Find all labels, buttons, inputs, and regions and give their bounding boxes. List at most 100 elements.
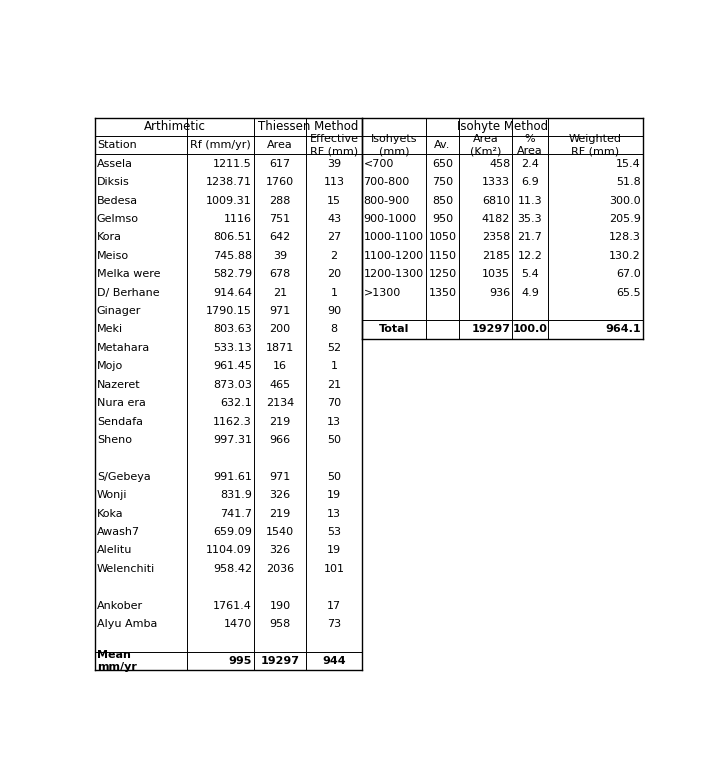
Text: 1211.5: 1211.5 (213, 158, 252, 168)
Text: 1116: 1116 (224, 214, 252, 224)
Text: %
Area: % Area (517, 134, 543, 156)
Text: 1333: 1333 (483, 177, 511, 187)
Text: <700: <700 (364, 158, 394, 168)
Text: 1100-1200: 1100-1200 (364, 250, 424, 261)
Text: 650: 650 (432, 158, 453, 168)
Text: D/ Berhane: D/ Berhane (97, 288, 159, 298)
Text: 67.0: 67.0 (616, 269, 641, 279)
Text: 13: 13 (327, 509, 341, 519)
Text: 751: 751 (270, 214, 290, 224)
Text: 52: 52 (327, 343, 341, 353)
Text: Av.: Av. (435, 140, 451, 151)
Text: 13: 13 (327, 417, 341, 427)
Text: Sheno: Sheno (97, 435, 132, 445)
Text: Mojo: Mojo (97, 361, 123, 371)
Text: 27: 27 (327, 232, 341, 243)
Text: Kora: Kora (97, 232, 122, 243)
Text: 995: 995 (229, 656, 252, 666)
Text: 2.4: 2.4 (521, 158, 539, 168)
Text: 1104.09: 1104.09 (206, 545, 252, 555)
Text: 300.0: 300.0 (609, 196, 641, 205)
Text: Alyu Amba: Alyu Amba (97, 619, 157, 629)
Text: 914.64: 914.64 (213, 288, 252, 298)
Text: 21: 21 (327, 380, 341, 390)
Text: 1540: 1540 (266, 527, 294, 537)
Text: 39: 39 (273, 250, 287, 261)
Text: 70: 70 (327, 398, 341, 408)
Text: 936: 936 (489, 288, 511, 298)
Text: 53: 53 (327, 527, 341, 537)
Text: 19: 19 (327, 490, 341, 500)
Text: Ginager: Ginager (97, 306, 141, 316)
Text: 678: 678 (270, 269, 290, 279)
Text: 831.9: 831.9 (220, 490, 252, 500)
Text: 659.09: 659.09 (213, 527, 252, 537)
Text: Sendafa: Sendafa (97, 417, 143, 427)
Text: 958.42: 958.42 (213, 564, 252, 574)
Text: Assela: Assela (97, 158, 133, 168)
Text: 950: 950 (432, 214, 453, 224)
Text: 964.1: 964.1 (605, 324, 641, 335)
Text: 741.7: 741.7 (220, 509, 252, 519)
Text: 21.7: 21.7 (518, 232, 543, 243)
Text: 533.13: 533.13 (213, 343, 252, 353)
Text: 2185: 2185 (482, 250, 511, 261)
Text: Effective
RF (mm): Effective RF (mm) (310, 134, 358, 156)
Text: Alelitu: Alelitu (97, 545, 132, 555)
Text: 39: 39 (327, 158, 341, 168)
Text: 2134: 2134 (266, 398, 294, 408)
Text: 12.2: 12.2 (518, 250, 543, 261)
Text: 806.51: 806.51 (213, 232, 252, 243)
Text: Arthimetic: Arthimetic (143, 120, 205, 133)
Text: Area
(Km²): Area (Km²) (470, 134, 501, 156)
Text: 326: 326 (270, 490, 290, 500)
Text: Nazeret: Nazeret (97, 380, 141, 390)
Text: Koka: Koka (97, 509, 123, 519)
Text: Ankober: Ankober (97, 601, 143, 611)
Text: 582.79: 582.79 (213, 269, 252, 279)
Text: >1300: >1300 (364, 288, 401, 298)
Text: 73: 73 (327, 619, 341, 629)
Text: 1150: 1150 (429, 250, 457, 261)
Text: 966: 966 (270, 435, 290, 445)
Text: 16: 16 (273, 361, 287, 371)
Text: 1009.31: 1009.31 (206, 196, 252, 205)
Text: Station: Station (97, 140, 137, 151)
Text: 5.4: 5.4 (521, 269, 539, 279)
Text: Meki: Meki (97, 324, 123, 335)
Text: 900-1000: 900-1000 (364, 214, 417, 224)
Text: 700-800: 700-800 (364, 177, 410, 187)
Text: 219: 219 (270, 417, 290, 427)
Text: 4182: 4182 (482, 214, 511, 224)
Text: 617: 617 (270, 158, 290, 168)
Text: 1: 1 (331, 361, 338, 371)
Text: 21: 21 (273, 288, 287, 298)
Text: Bedesa: Bedesa (97, 196, 138, 205)
Text: Welenchiti: Welenchiti (97, 564, 155, 574)
Text: 1: 1 (331, 288, 338, 298)
Text: 850: 850 (432, 196, 453, 205)
Text: S/Gebeya: S/Gebeya (97, 472, 151, 482)
Text: 219: 219 (270, 509, 290, 519)
Text: 991.61: 991.61 (213, 472, 252, 482)
Text: 65.5: 65.5 (616, 288, 641, 298)
Text: 1871: 1871 (266, 343, 294, 353)
Text: Total: Total (379, 324, 409, 335)
Text: 19297: 19297 (260, 656, 300, 666)
Text: 100.0: 100.0 (513, 324, 548, 335)
Text: 642: 642 (270, 232, 290, 243)
Text: Meiso: Meiso (97, 250, 129, 261)
Text: 961.45: 961.45 (213, 361, 252, 371)
Text: Metahara: Metahara (97, 343, 150, 353)
Text: Diksis: Diksis (97, 177, 130, 187)
Text: 8: 8 (331, 324, 338, 335)
Text: 50: 50 (327, 472, 341, 482)
Text: 1000-1100: 1000-1100 (364, 232, 424, 243)
Text: 1162.3: 1162.3 (213, 417, 252, 427)
Text: 6810: 6810 (482, 196, 511, 205)
Text: 2358: 2358 (482, 232, 511, 243)
Text: 190: 190 (270, 601, 290, 611)
Text: 326: 326 (270, 545, 290, 555)
Text: Mean
mm/yr: Mean mm/yr (97, 651, 137, 672)
Text: Awash7: Awash7 (97, 527, 140, 537)
